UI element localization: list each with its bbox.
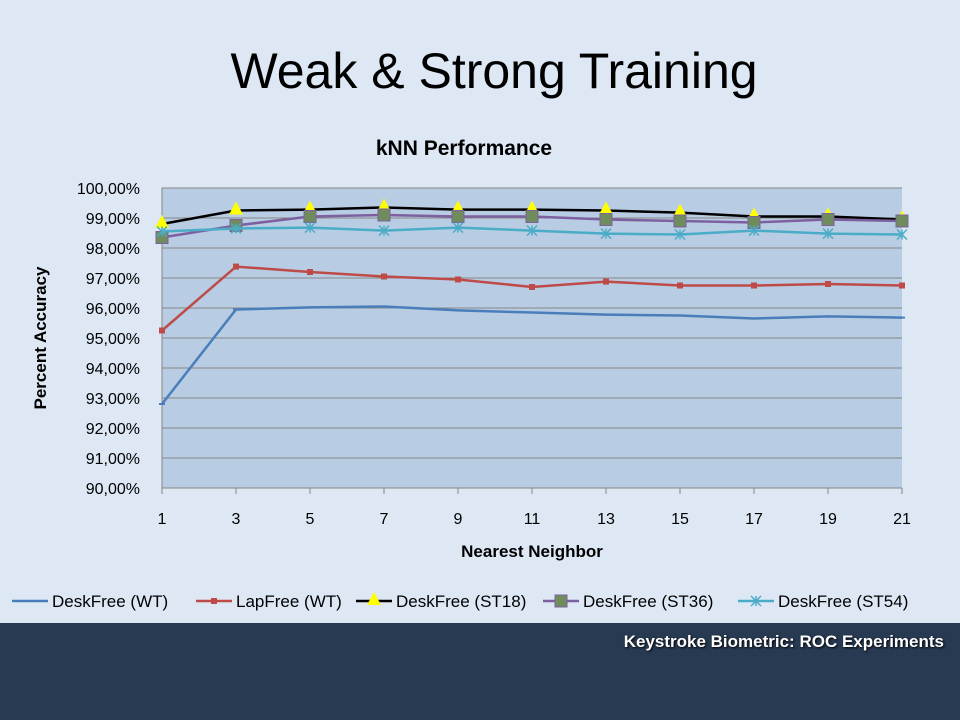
y-tick-label: 97,00% [86,271,140,288]
series-lines [155,198,909,405]
legend-label: DeskFree (ST54) [778,592,908,611]
data-point [367,592,381,605]
data-point [896,228,908,241]
data-point [750,595,762,607]
footer-text: Keystroke Biometric: ROC Experiments [623,632,944,651]
y-tick-label: 95,00% [86,331,140,348]
data-point [821,213,835,226]
y-tick-label: 99,00% [86,211,140,228]
knn-performance-chart: kNN Performance 90,00% 91,00% 92,00% 93,00%… [12,137,911,611]
x-tick-label: 5 [306,511,315,528]
y-tick-label: 91,00% [86,451,140,468]
legend-item: DeskFree (ST36) [543,592,713,611]
data-point [377,208,391,222]
data-point [673,203,687,217]
data-point [554,594,568,608]
x-tick-label: 1 [158,511,167,528]
data-point [825,281,831,287]
data-point [525,210,539,223]
data-point [156,225,168,238]
y-tick-label: 90,00% [86,481,140,498]
legend-label: DeskFree (WT) [52,592,168,611]
x-tick-label: 19 [819,511,837,528]
y-axis-tick-labels: 90,00% 91,00% 92,00% 93,00% 94,00% 95,00% 96,0… [77,181,140,498]
x-axis-tick-labels: 1 3 5 7 9 11 13 15 17 19 21 [158,511,911,528]
data-point [233,263,239,270]
y-tick-label: 94,00% [86,361,140,378]
data-point [677,282,683,289]
data-point [211,598,217,604]
data-point [378,225,390,237]
footer-bar: Keystroke Biometric: ROC Experiments [0,623,960,720]
data-point [895,214,909,228]
data-point [673,214,687,228]
data-point [600,228,612,240]
data-point [377,198,391,212]
data-point [599,213,613,226]
data-point [155,215,169,228]
legend-item: DeskFree (WT) [12,592,168,611]
data-point [455,276,461,283]
data-point [159,327,165,334]
data-point [748,225,760,237]
x-tick-label: 17 [745,511,763,528]
y-tick-label: 100,00% [77,181,140,198]
data-point [526,225,538,237]
data-point [303,210,317,223]
x-tick-label: 15 [671,511,689,528]
series-1 [159,305,905,405]
x-tick-label: 13 [597,511,615,528]
data-point [452,222,464,234]
data-point [751,282,757,289]
data-point [230,222,242,235]
data-point [304,222,316,234]
data-point [307,269,313,275]
data-point [599,201,613,215]
data-point [451,210,465,223]
data-point [381,273,387,280]
y-tick-label: 98,00% [86,241,140,258]
y-tick-label: 96,00% [86,301,140,318]
series-2 [159,263,905,334]
x-tick-label: 11 [524,511,541,528]
legend-label: LapFree (WT) [236,592,342,611]
legend-item: DeskFree (ST18) [356,592,526,611]
data-point [674,228,686,241]
legend-label: DeskFree (ST36) [583,592,713,611]
x-axis-title: Nearest Neighbor [461,542,603,561]
x-tick-label: 21 [893,511,911,528]
data-point [603,278,609,285]
chart-title: kNN Performance [376,137,552,160]
x-tick-label: 7 [380,511,389,528]
data-point [899,282,905,289]
series-5 [156,222,908,241]
legend: DeskFree (WT) LapFree (WT) DeskFree (ST18)… [12,592,908,611]
legend-item: DeskFree (ST54) [738,592,908,611]
y-tick-label: 93,00% [86,391,140,408]
data-point [529,284,535,290]
x-tick-label: 9 [454,511,463,528]
y-axis-title: Percent Accuracy [31,266,50,410]
data-point [229,201,243,215]
slide-title: Weak & Strong Training [230,43,758,99]
legend-label: DeskFree (ST18) [396,592,526,611]
data-point [822,228,834,240]
legend-item: LapFree (WT) [196,592,342,611]
x-tick-label: 3 [232,511,241,528]
y-tick-label: 92,00% [86,421,140,438]
